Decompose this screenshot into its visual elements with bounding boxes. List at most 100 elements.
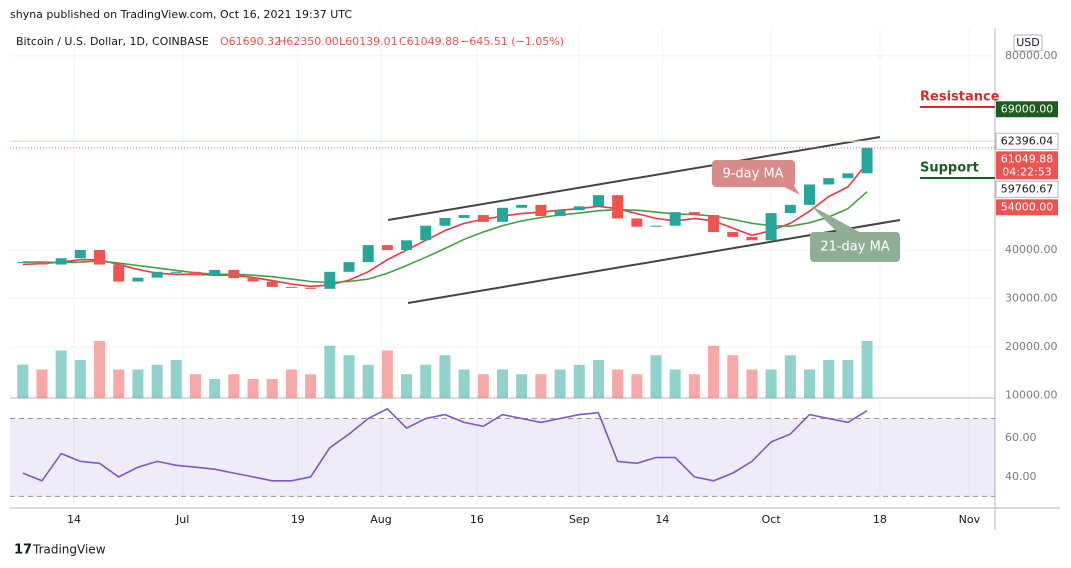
y-tick-label: 40000.00	[1005, 243, 1058, 256]
price-label: 54000.00	[1001, 200, 1054, 213]
y-tick-label: 80000.00	[1005, 49, 1058, 62]
x-tick-label: Sep	[569, 513, 590, 526]
volume-bar	[17, 364, 29, 398]
x-tick-label: 14	[67, 513, 81, 526]
volume-bar	[669, 369, 681, 398]
volume-bar	[458, 369, 470, 398]
volume-bar	[439, 355, 451, 398]
volume-bar	[631, 374, 643, 398]
volume-bar	[765, 369, 777, 398]
footer: 17 TradingView	[14, 543, 106, 558]
open: O61690.32	[220, 35, 281, 48]
ma21-label: 21-day MA	[820, 240, 889, 255]
volume-bar	[132, 369, 144, 398]
volume-bar	[266, 379, 278, 398]
volume-bar	[784, 355, 796, 398]
volume-bar	[74, 360, 86, 398]
x-tick-label: Oct	[762, 513, 782, 526]
candle-body	[132, 277, 144, 282]
volume-bar	[113, 369, 125, 398]
candle-body	[247, 278, 259, 282]
volume-bar	[650, 355, 662, 398]
ma9-label: 9-day MA	[722, 167, 783, 182]
price-label: 69000.00	[1001, 102, 1054, 115]
candle-body	[343, 262, 355, 272]
x-tick-label: Aug	[370, 513, 391, 526]
volume-bar	[823, 360, 835, 398]
volume-bar	[688, 374, 700, 398]
rsi-band	[10, 418, 995, 497]
currency-box	[1013, 34, 1043, 52]
y-tick-label: 10000.00	[1005, 389, 1058, 402]
candle-body	[746, 236, 758, 241]
candle-body	[113, 264, 125, 282]
candle-body	[708, 215, 720, 233]
volume-bar	[861, 341, 873, 398]
candle-body	[381, 245, 393, 250]
candle-body	[305, 287, 317, 289]
volume-bar	[55, 350, 67, 398]
currency: USD	[1016, 36, 1040, 49]
candle-body	[94, 249, 106, 265]
candle-body	[266, 281, 278, 287]
volume-bar	[285, 369, 297, 398]
volume-bar	[151, 364, 163, 398]
candle-body	[189, 271, 201, 276]
ma-line	[22, 162, 868, 288]
volume-bar	[592, 360, 604, 398]
channel-upper	[387, 136, 881, 221]
volume-bar	[343, 355, 355, 398]
candle-body	[804, 184, 816, 205]
x-tick-label: 14	[655, 513, 669, 526]
candle-body	[592, 195, 604, 207]
candle-body	[784, 204, 796, 214]
volume-bar	[727, 355, 739, 398]
volume-bar	[362, 364, 374, 398]
candle-body	[650, 225, 662, 227]
candle-body	[36, 262, 48, 265]
volume-bar	[189, 374, 201, 398]
volume-bar	[804, 369, 816, 398]
price-label-box	[995, 132, 1059, 150]
ma21-box	[810, 232, 900, 262]
volume-bar	[170, 360, 182, 398]
price-label: 62396.04	[1001, 134, 1054, 147]
volume-bar	[94, 341, 106, 398]
y-tick-label: 20000.00	[1005, 340, 1058, 353]
candle-body	[842, 173, 854, 179]
candle-body	[285, 286, 297, 288]
volume-bar	[401, 374, 413, 398]
volume-bar	[708, 345, 720, 398]
support-label: Support	[920, 161, 979, 176]
volume-bar	[228, 374, 240, 398]
rsi-tick-label: 40.00	[1005, 470, 1037, 483]
price-label-box	[996, 101, 1058, 118]
candle-body	[477, 215, 489, 222]
candle-body	[631, 218, 643, 227]
volume-bar	[477, 374, 489, 398]
candle-body	[554, 210, 566, 217]
candle-body	[151, 271, 163, 278]
volume-bar	[36, 369, 48, 398]
volume-bar	[612, 369, 624, 398]
volume-bar	[573, 364, 585, 398]
x-tick-label: 16	[470, 513, 484, 526]
x-tick-label: Nov	[959, 513, 981, 526]
candle-body	[688, 212, 700, 216]
candle-body	[420, 225, 432, 241]
volume-bar	[324, 345, 336, 398]
volume-bar	[535, 374, 547, 398]
volume-bar	[497, 369, 508, 398]
candle-body	[401, 240, 413, 250]
candle-body	[535, 204, 547, 217]
high: H62350.00	[278, 35, 339, 48]
close: C61049.88	[399, 35, 459, 48]
resistance-label: Resistance	[920, 90, 1000, 105]
ma-line	[22, 191, 868, 284]
candle-body	[209, 269, 221, 276]
volume-bar	[305, 374, 317, 398]
volume-bar	[746, 369, 758, 398]
volume-bar	[247, 379, 259, 398]
candle-body	[170, 271, 182, 273]
